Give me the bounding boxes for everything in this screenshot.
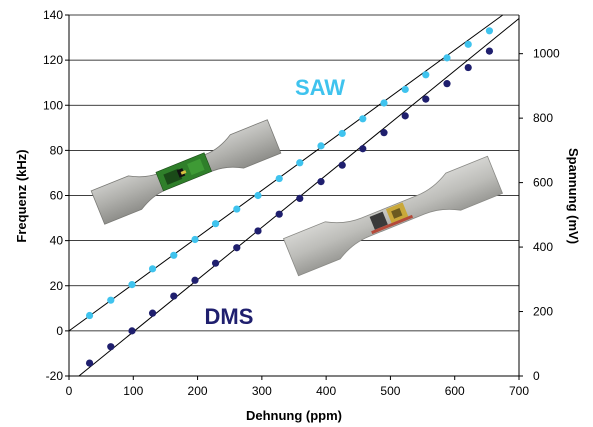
- dms-point: [254, 227, 262, 235]
- dms-point: [191, 276, 199, 284]
- dms-specimen-photo: [282, 155, 504, 277]
- dms-point: [211, 259, 220, 267]
- saw-point: [191, 235, 199, 244]
- saw-point: [464, 40, 472, 48]
- y-tick-label: 140: [43, 8, 63, 22]
- saw-point: [359, 115, 367, 123]
- saw-point: [401, 85, 409, 94]
- saw-point: [128, 281, 136, 289]
- dms-point: [464, 63, 472, 72]
- x-tick-label: 200: [188, 384, 208, 398]
- y-tick-label: 100: [43, 98, 63, 112]
- x-tick-label: 0: [66, 384, 73, 398]
- y-tick-label: 80: [50, 143, 64, 157]
- x-tick-label: 500: [380, 384, 400, 398]
- saw-point: [254, 191, 262, 200]
- dms-point: [148, 309, 157, 317]
- dms-point: [401, 112, 409, 120]
- x-tick-labels: 0 100 200 300 400 500 600 700: [66, 376, 529, 398]
- dms-point: [338, 161, 346, 169]
- saw-point: [211, 220, 220, 228]
- saw-point: [380, 99, 388, 107]
- y-tick-label: 0: [56, 324, 63, 338]
- saw-point: [296, 159, 304, 167]
- y2-tick-label: 800: [533, 111, 553, 125]
- saw-point: [107, 296, 115, 304]
- y2-tick-label: 600: [533, 176, 553, 190]
- saw-point: [233, 205, 241, 213]
- y2-tick-label: 400: [533, 240, 553, 254]
- saw-point: [485, 27, 494, 35]
- dms-point: [85, 359, 94, 367]
- saw-point: [317, 142, 325, 150]
- dms-point: [443, 80, 451, 88]
- x-tick-label: 100: [123, 384, 143, 398]
- y-tick-label: -20: [46, 369, 64, 383]
- saw-point: [422, 71, 430, 79]
- dms-point: [275, 210, 283, 218]
- saw-specimen-photo: [90, 119, 282, 225]
- saw-point: [275, 174, 283, 183]
- saw-point: [338, 129, 346, 138]
- saw-point: [170, 251, 178, 259]
- saw-point: [148, 265, 157, 273]
- dms-point: [128, 327, 136, 335]
- y2-tick-label: 200: [533, 305, 553, 319]
- x-tick-label: 600: [445, 384, 465, 398]
- x-tick-label: 300: [252, 384, 272, 398]
- dms-point: [296, 194, 304, 203]
- y2-tick-label: 1000: [533, 47, 560, 61]
- dms-point: [107, 343, 115, 351]
- x-axis-title: Dehnung (ppm): [246, 408, 342, 423]
- y-tick-label: 60: [50, 189, 64, 203]
- dms-series-label: DMS: [205, 304, 254, 329]
- y-tick-label: 40: [50, 234, 64, 248]
- y2-tick-label: 0: [533, 369, 540, 383]
- saw-point: [443, 54, 451, 62]
- x-tick-label: 400: [316, 384, 336, 398]
- y-tick-labels: -20 0 20 40 60 80 100 120 140: [43, 8, 69, 383]
- y2-axis-title: Spannung (mV): [566, 148, 581, 244]
- y2-tick-labels: 0 200 400 600 800 1000: [519, 47, 560, 383]
- y-tick-label: 120: [43, 53, 63, 67]
- saw-series-label: SAW: [295, 75, 345, 100]
- dms-point: [170, 292, 178, 300]
- fit-line-1: [68, 14, 504, 332]
- dms-point: [359, 145, 367, 153]
- dms-point: [485, 47, 494, 55]
- y-tick-label: 20: [50, 279, 64, 293]
- dms-point: [422, 95, 430, 103]
- x-tick-label: 700: [509, 384, 529, 398]
- dms-point: [233, 244, 241, 252]
- saw-point: [85, 311, 94, 320]
- data-points: [85, 27, 494, 367]
- dms-point: [317, 178, 325, 186]
- y-axis-title: Frequenz (kHz): [14, 149, 29, 242]
- dms-point: [380, 129, 388, 137]
